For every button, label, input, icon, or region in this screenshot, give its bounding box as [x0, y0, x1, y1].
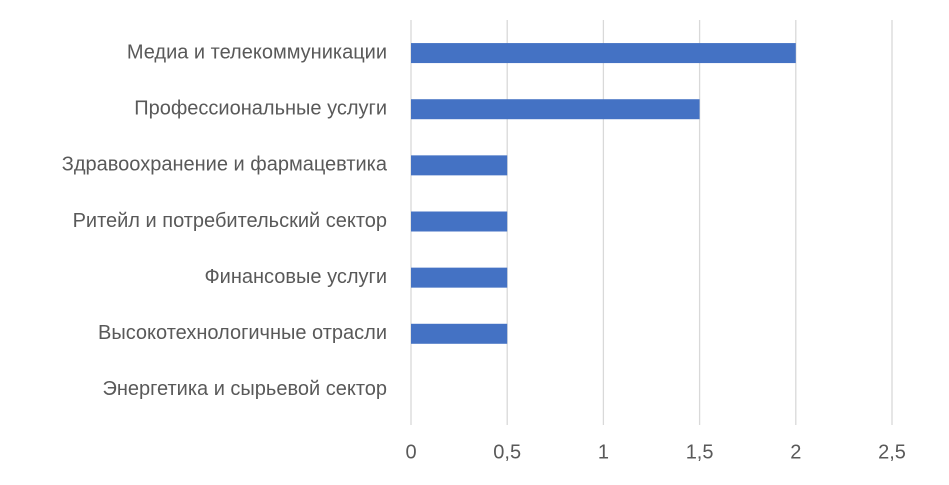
bar: [411, 323, 508, 344]
y-tick-label: Здравоохранение и фармацевтика: [62, 154, 388, 176]
x-tick-label: 1: [598, 441, 609, 463]
x-tick-label: 0: [405, 441, 416, 463]
x-tick-label: 1,5: [686, 441, 714, 463]
bar: [411, 155, 508, 176]
bar: [411, 211, 508, 232]
x-tick-label: 2: [790, 441, 801, 463]
y-tick-label: Профессиональные услуги: [134, 97, 387, 119]
bar: [411, 43, 796, 64]
y-tick-label: Высокотехнологичные отрасли: [98, 322, 387, 344]
x-tick-label: 2,5: [878, 441, 906, 463]
bar: [411, 267, 508, 288]
y-tick-label: Энергетика и сырьевой сектор: [103, 378, 387, 400]
y-tick-label: Ритейл и потребительский сектор: [73, 210, 387, 232]
x-tick-label: 0,5: [493, 441, 521, 463]
y-tick-label: Финансовые услуги: [204, 266, 387, 288]
bar: [411, 99, 700, 120]
y-tick-label: Медиа и телекоммуникации: [127, 41, 387, 63]
